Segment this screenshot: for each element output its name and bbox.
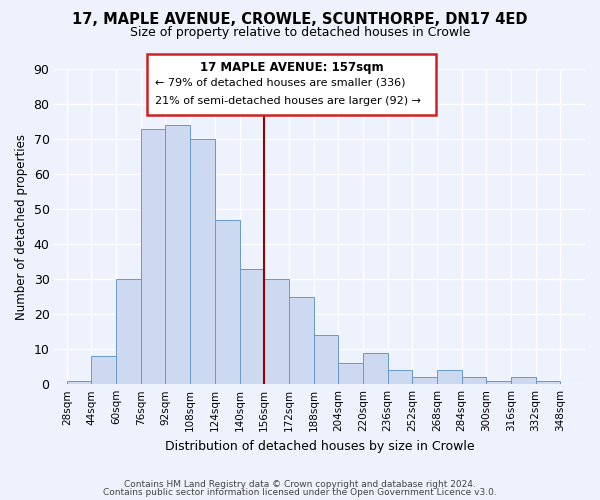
Bar (536, 380, 560, 384)
Bar (190, 139, 215, 384)
X-axis label: Distribution of detached houses by size in Crowle: Distribution of detached houses by size … (165, 440, 475, 452)
Text: 17 MAPLE AVENUE: 157sqm: 17 MAPLE AVENUE: 157sqm (200, 62, 383, 74)
Bar (412, 377, 437, 384)
Y-axis label: Number of detached properties: Number of detached properties (15, 134, 28, 320)
Text: 21% of semi-detached houses are larger (92) →: 21% of semi-detached houses are larger (… (155, 96, 421, 106)
Bar (437, 370, 461, 384)
Text: Contains public sector information licensed under the Open Government Licence v3: Contains public sector information licen… (103, 488, 497, 497)
Text: Contains HM Land Registry data © Crown copyright and database right 2024.: Contains HM Land Registry data © Crown c… (124, 480, 476, 489)
Bar (511, 377, 536, 384)
Bar (289, 296, 314, 384)
Bar (67, 380, 91, 384)
Text: 17, MAPLE AVENUE, CROWLE, SCUNTHORPE, DN17 4ED: 17, MAPLE AVENUE, CROWLE, SCUNTHORPE, DN… (72, 12, 528, 28)
Bar (486, 380, 511, 384)
Bar (363, 352, 388, 384)
Bar (166, 125, 190, 384)
Bar (388, 370, 412, 384)
Bar (215, 220, 239, 384)
Text: ← 79% of detached houses are smaller (336): ← 79% of detached houses are smaller (33… (155, 77, 406, 87)
Bar (461, 377, 486, 384)
Bar (264, 279, 289, 384)
Bar (338, 363, 363, 384)
Bar (314, 335, 338, 384)
Bar (141, 128, 166, 384)
Bar (239, 268, 264, 384)
Text: Size of property relative to detached houses in Crowle: Size of property relative to detached ho… (130, 26, 470, 39)
Bar (91, 356, 116, 384)
FancyBboxPatch shape (147, 54, 436, 115)
Bar (116, 279, 141, 384)
